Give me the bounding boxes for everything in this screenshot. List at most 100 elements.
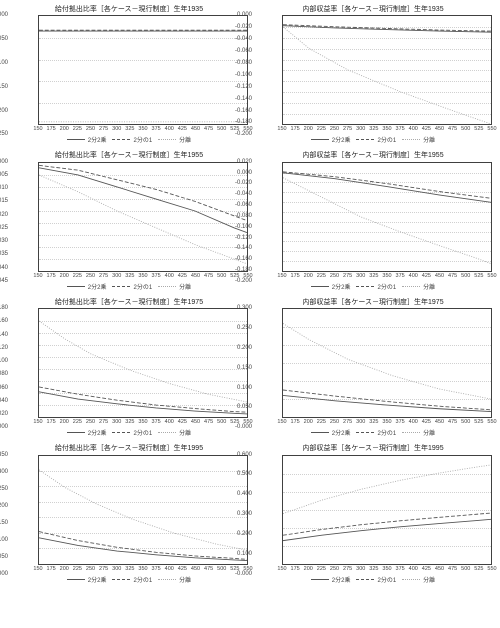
series-a: [283, 396, 491, 412]
x-tick-label: 175: [291, 419, 300, 425]
x-tick-label: 150: [33, 566, 42, 572]
x-tick-label: 375: [152, 419, 161, 425]
legend: 2分2乗2分の1分離: [10, 281, 248, 295]
x-tick-label: 200: [304, 273, 313, 279]
y-tick-label: 0.200: [0, 503, 8, 509]
x-tick-label: 450: [191, 566, 200, 572]
x-tick-label: 250: [86, 273, 95, 279]
legend-item-b: 2分の1: [112, 135, 152, 144]
legend-swatch: [311, 579, 329, 580]
legend-swatch: [311, 286, 329, 287]
legend-label: 2分2乗: [332, 282, 351, 291]
series-svg: [39, 309, 247, 417]
legend-label: 2分2乗: [332, 428, 351, 437]
x-tick-label: 225: [317, 273, 326, 279]
x-tick-label: 250: [330, 419, 339, 425]
x-labels: 1501752002252502753003253503754004254504…: [282, 566, 492, 574]
x-tick-label: 300: [356, 126, 365, 132]
x-tick-label: 200: [60, 419, 69, 425]
y-tick-label: -0.020: [0, 212, 8, 218]
x-tick-label: 525: [230, 566, 239, 572]
x-tick-label: 450: [191, 126, 200, 132]
x-tick-label: 325: [369, 419, 378, 425]
legend-swatch: [158, 139, 176, 140]
x-tick-label: 375: [152, 273, 161, 279]
x-tick-label: 300: [112, 566, 121, 572]
x-tick-label: 275: [99, 566, 108, 572]
x-tick-label: 200: [60, 273, 69, 279]
y-tick-label: -0.005: [0, 172, 8, 178]
legend-label: 分離: [423, 428, 435, 437]
x-tick-label: 350: [382, 419, 391, 425]
x-tick-label: 525: [474, 419, 483, 425]
x-labels: 1501752002252502753003253503754004254504…: [282, 273, 492, 281]
y-tick-label: -0.050: [0, 36, 8, 42]
legend-label: 2分の1: [377, 135, 396, 144]
legend-item-a: 2分2乗: [311, 282, 351, 291]
x-tick-label: 325: [125, 126, 134, 132]
x-tick-label: 350: [138, 273, 147, 279]
x-tick-label: 400: [409, 126, 418, 132]
legend: 2分2乗2分の1分離: [254, 134, 492, 148]
series-a: [39, 168, 247, 233]
x-tick-label: 275: [99, 419, 108, 425]
x-tick-label: 150: [33, 273, 42, 279]
x-tick-label: 475: [204, 273, 213, 279]
x-tick-label: 225: [73, 273, 82, 279]
legend-label: 2分2乗: [88, 575, 107, 584]
y-tick-label: 0.020: [0, 411, 8, 417]
x-tick-label: 400: [165, 126, 174, 132]
y-tick-label: 0.120: [0, 345, 8, 351]
legend-item-c: 分離: [158, 575, 191, 584]
legend-swatch: [158, 579, 176, 580]
legend: 2分2乗 2分の1 分離: [254, 427, 492, 441]
legend-swatch: [311, 432, 329, 433]
y-tick-label: 0.250: [0, 486, 8, 492]
series-a: [283, 173, 491, 202]
x-tick-label: 225: [73, 566, 82, 572]
legend-label: 2分の1: [377, 428, 396, 437]
legend-label: 分離: [423, 135, 435, 144]
series-c: [39, 321, 247, 402]
x-tick-label: 400: [409, 566, 418, 572]
x-labels: 1501752002252502753003253503754004254504…: [38, 126, 248, 134]
x-tick-label: 250: [330, 273, 339, 279]
legend-swatch: [67, 432, 85, 433]
series-svg: [39, 456, 247, 564]
legend-swatch: [311, 139, 329, 140]
x-tick-label: 175: [47, 273, 56, 279]
x-tick-label: 225: [73, 126, 82, 132]
x-tick-label: 275: [343, 126, 352, 132]
x-tick-label: 450: [435, 566, 444, 572]
y-tick-label: -0.040: [0, 265, 8, 271]
x-tick-label: 300: [112, 419, 121, 425]
legend-item-c: 分離: [158, 428, 191, 437]
legend-item-a: 2分2乗: [311, 575, 351, 584]
legend-swatch: [112, 579, 130, 580]
series-a: [39, 392, 247, 414]
x-tick-label: 425: [422, 273, 431, 279]
legend-item-c: 分離: [402, 135, 435, 144]
x-tick-label: 550: [487, 566, 496, 572]
y-tick-label: 0.140: [0, 332, 8, 338]
x-tick-label: 275: [343, 273, 352, 279]
series-b: [39, 531, 247, 559]
series-c: [39, 175, 247, 264]
legend-item-b: 2分の1: [356, 135, 396, 144]
x-tick-label: 250: [330, 566, 339, 572]
legend-item-c: 分離: [402, 575, 435, 584]
x-tick-label: 500: [217, 273, 226, 279]
legend-swatch: [112, 432, 130, 433]
legend-item-a: 2分2乗: [311, 428, 351, 437]
x-tick-label: 500: [461, 419, 470, 425]
x-tick-label: 250: [330, 126, 339, 132]
x-tick-label: 325: [125, 566, 134, 572]
legend-label: 分離: [423, 282, 435, 291]
x-tick-label: 225: [73, 419, 82, 425]
y-tick-label: 0.080: [0, 371, 8, 377]
x-tick-label: 400: [165, 273, 174, 279]
series-b: [283, 172, 491, 199]
panel-title: 内部収益率［各ケース－現行制度］生年1935: [254, 4, 492, 15]
panel-L1975: 給付拠出比率［各ケース－現行制度］生年19750.1800.1600.1400.…: [6, 297, 250, 443]
x-tick-label: 450: [435, 126, 444, 132]
